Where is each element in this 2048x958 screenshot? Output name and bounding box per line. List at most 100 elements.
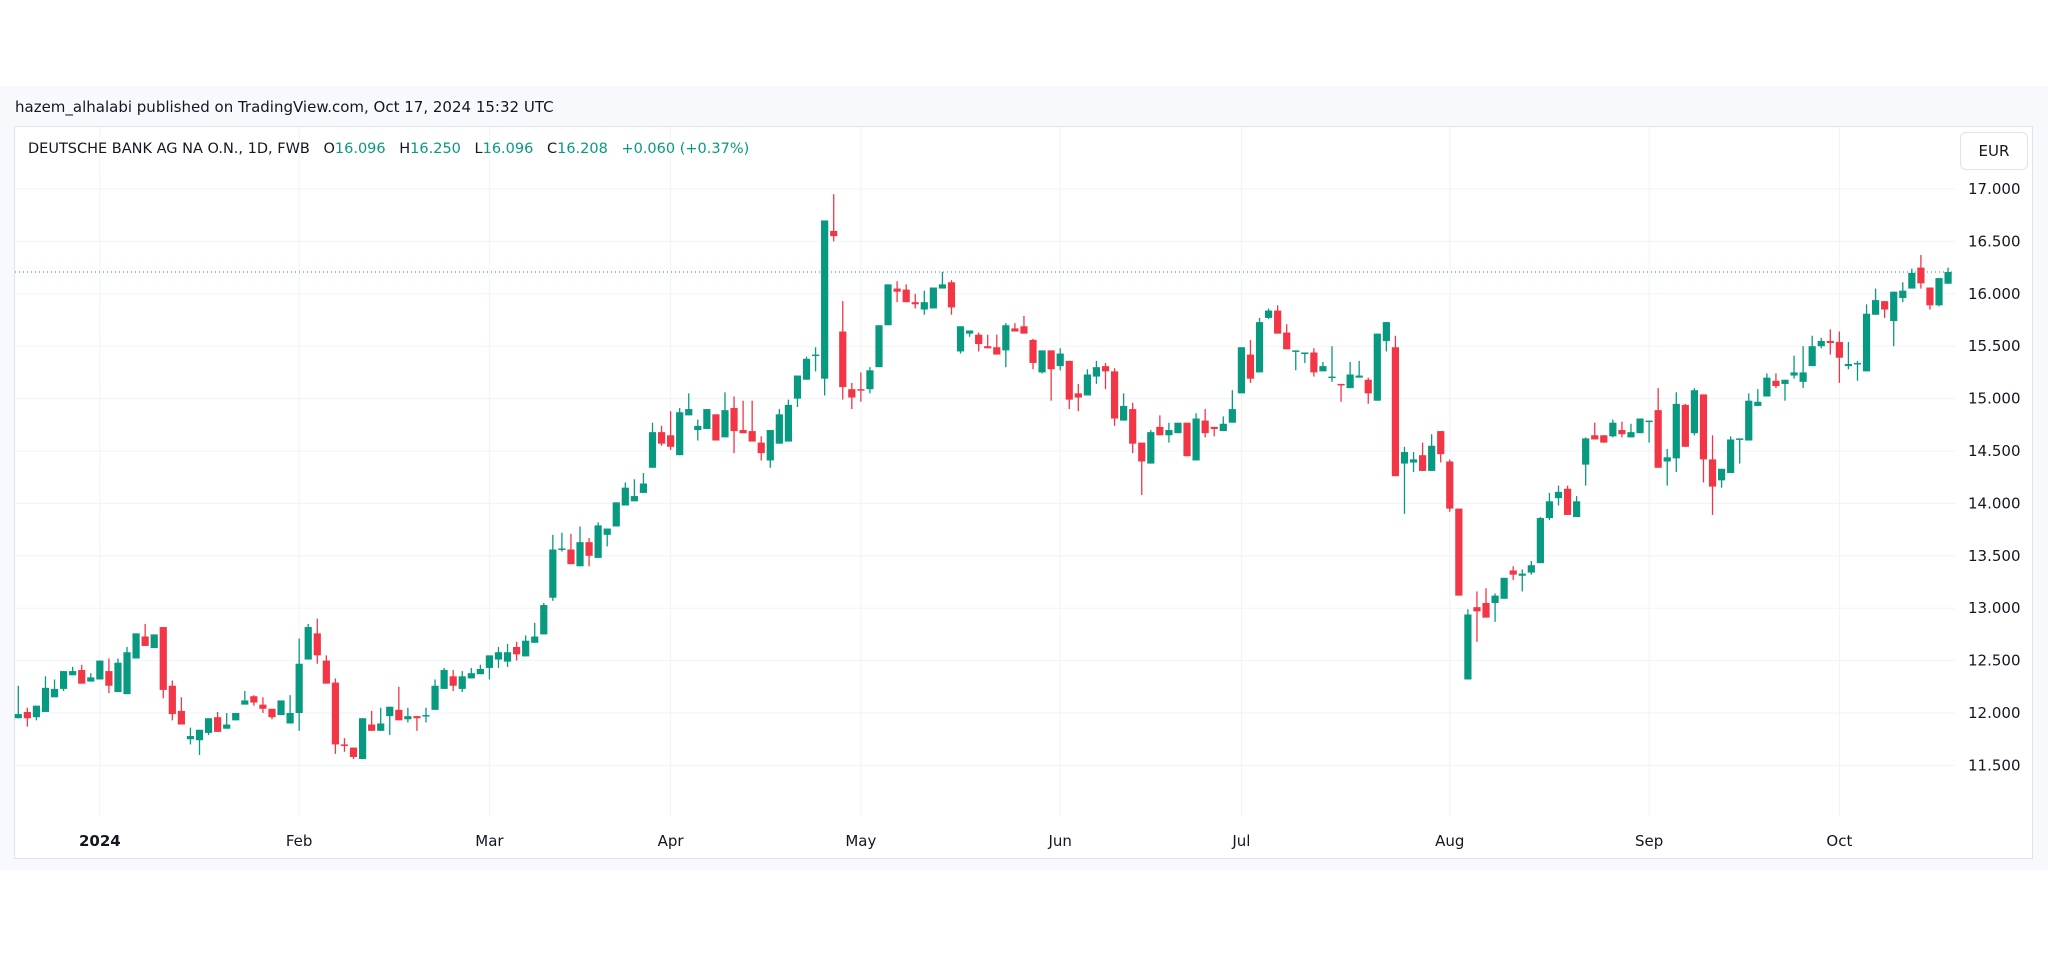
candle-body [811, 354, 820, 357]
candle [141, 623, 149, 646]
candle [1817, 337, 1825, 349]
candle-body [1020, 326, 1028, 334]
candle-body [1935, 278, 1943, 306]
candle-body [168, 685, 176, 715]
candle-body [1092, 367, 1101, 377]
candle [368, 710, 376, 731]
candle-body [331, 682, 339, 745]
candle-body [1799, 372, 1807, 382]
candle [277, 700, 285, 716]
candle-body [1727, 439, 1735, 474]
candle [1255, 317, 1264, 373]
candle [476, 664, 484, 675]
candle [69, 666, 77, 676]
candle [920, 290, 928, 315]
candle [1717, 468, 1726, 488]
candle [1219, 416, 1227, 432]
candle [657, 425, 666, 446]
close-value: 16.208 [557, 141, 608, 157]
candle [1600, 435, 1608, 443]
candle [1029, 338, 1037, 370]
candle [1464, 609, 1472, 680]
currency-button[interactable]: EUR [1960, 132, 2028, 170]
candle [1699, 394, 1708, 483]
candle-body [250, 696, 258, 703]
candle [766, 430, 774, 468]
candle [14, 685, 22, 719]
candle-body [204, 718, 213, 733]
candle-body [1138, 442, 1146, 462]
close-label: C [546, 141, 558, 157]
candle [830, 194, 838, 242]
candle [78, 664, 86, 684]
candle-body [467, 673, 475, 679]
candle [232, 713, 240, 721]
candle-body [458, 676, 466, 689]
price-tick-label: 12.500 [1968, 652, 2021, 670]
candle-body [413, 716, 421, 719]
price-tick-label: 15.000 [1968, 390, 2021, 408]
candle [214, 711, 222, 732]
candle [1672, 392, 1680, 472]
candle-body [232, 713, 240, 721]
candle [87, 673, 95, 682]
candle [802, 356, 811, 380]
candle [594, 522, 602, 558]
candle [1500, 577, 1508, 599]
candle [1763, 373, 1771, 397]
candle [349, 747, 358, 760]
price-tick-label: 12.000 [1968, 704, 2021, 722]
candle [1745, 393, 1753, 441]
candle [195, 729, 204, 755]
candle [1708, 435, 1717, 515]
candle-body [857, 389, 865, 391]
candle-body [603, 528, 611, 535]
candle [1944, 267, 1952, 284]
candle [250, 695, 258, 706]
candle-body [1491, 595, 1499, 603]
candle-body [1246, 354, 1255, 379]
symbol-title[interactable]: DEUTSCHE BANK AG NA O.N., 1D, FWB [28, 141, 310, 157]
candle [358, 718, 367, 760]
candle [1246, 339, 1255, 383]
candle-body [1419, 455, 1427, 471]
candle [784, 399, 792, 442]
candle [1156, 415, 1164, 436]
candle-body [1464, 614, 1472, 680]
candle-body [576, 542, 584, 567]
candle [1210, 426, 1218, 437]
candle-body [920, 302, 928, 310]
candle [1681, 403, 1689, 447]
candle-body [1029, 339, 1037, 363]
candle-body [522, 640, 530, 657]
candle [1201, 409, 1209, 438]
candle [1636, 418, 1644, 434]
candle-body [1255, 322, 1264, 373]
candle-body [694, 425, 702, 431]
candle-body [1047, 350, 1055, 370]
candle-body [1690, 390, 1698, 434]
candle-body [848, 389, 856, 398]
candle [1074, 383, 1082, 412]
candle [1527, 561, 1535, 575]
candle [1056, 348, 1064, 371]
candle [96, 660, 104, 680]
candle [1917, 255, 1925, 289]
candle-body [32, 705, 41, 718]
candle [322, 655, 330, 684]
candle [522, 635, 530, 657]
price-axis[interactable]: 17.000 16.500 16.000 15.500 15.000 14.500 14.0… [1968, 180, 2021, 774]
candle-body [422, 715, 430, 717]
time-axis[interactable]: 2024 Feb Mar Apr May Jun Jul Aug Sep Oct [79, 832, 1852, 850]
candle-body [612, 502, 620, 527]
candle [1237, 347, 1245, 394]
candle [105, 658, 113, 694]
candle-body [1591, 435, 1599, 440]
candle [168, 680, 176, 721]
candle [1110, 368, 1119, 426]
candle-body [1708, 459, 1717, 487]
candle-body [1645, 420, 1653, 423]
candle-body [1636, 418, 1644, 434]
candle-body [114, 662, 122, 693]
